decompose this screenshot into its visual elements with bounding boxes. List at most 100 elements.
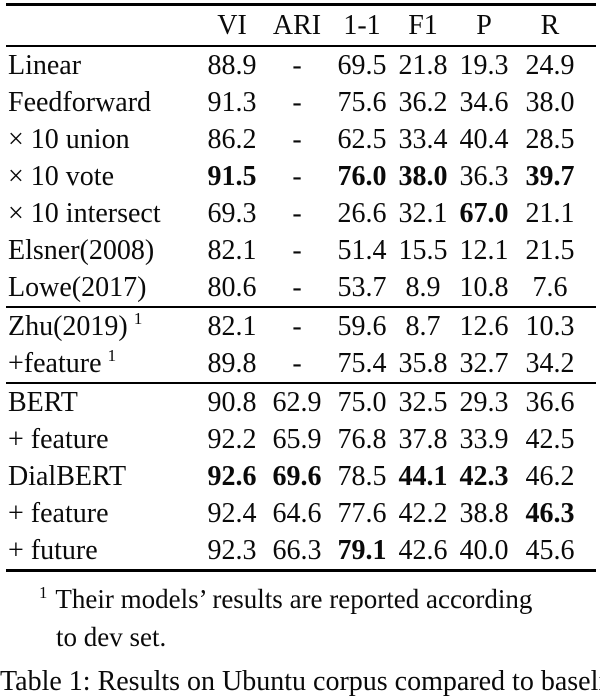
value-cell: 77.6 [337, 497, 387, 529]
table-footnote: 1 Their models’ results are reported acco… [39, 580, 596, 656]
value-cell: 62.9 [272, 386, 322, 418]
table-row: +feature 1 89.8 - 75.4 35.8 32.7 34.2 [6, 345, 596, 382]
value-cell: 44.1 [398, 460, 448, 492]
value-cell: 10.3 [525, 310, 575, 342]
value-cell: 10.8 [459, 271, 509, 303]
value-cell: 21.1 [525, 197, 575, 229]
value-cell: 75.4 [337, 347, 387, 379]
value-cell: 76.8 [337, 423, 387, 455]
value-cell: 75.6 [337, 86, 387, 118]
value-cell: 24.9 [525, 49, 575, 81]
row-label: × 10 intersect [8, 197, 161, 229]
value-cell: 38.0 [398, 160, 448, 192]
value-cell: - [292, 347, 302, 379]
footnote-line-2: to dev set. [56, 622, 167, 652]
value-cell: 86.2 [207, 123, 257, 155]
row-label: × 10 vote [8, 160, 114, 192]
table-row: Elsner(2008) 82.1 - 51.4 15.5 12.1 21.5 [6, 232, 596, 269]
value-cell: 91.5 [207, 160, 257, 192]
table-row: Lowe(2017) 80.6 - 53.7 8.9 10.8 7.6 [6, 269, 596, 306]
value-cell: 39.7 [525, 160, 575, 192]
value-cell: 29.3 [459, 386, 509, 418]
value-cell: - [292, 310, 302, 342]
value-cell: 21.8 [398, 49, 448, 81]
table-row: × 10 intersect 69.3 - 26.6 32.1 67.0 21.1 [6, 195, 596, 232]
value-cell: 33.4 [398, 123, 448, 155]
value-cell: 66.3 [272, 534, 322, 566]
value-cell: 34.2 [525, 347, 575, 379]
table-row: Linear 88.9 - 69.5 21.8 19.3 24.9 [6, 47, 596, 84]
value-cell: 82.1 [207, 234, 257, 266]
value-cell: 69.6 [272, 460, 322, 492]
value-cell: 26.6 [337, 197, 387, 229]
value-cell: 78.5 [337, 460, 387, 492]
column-header-vi: VI [217, 9, 247, 41]
value-cell: 34.6 [459, 86, 509, 118]
value-cell: 59.6 [337, 310, 387, 342]
row-label: × 10 union [8, 123, 130, 155]
table-bottom-rule [6, 569, 596, 572]
value-cell: 21.5 [525, 234, 575, 266]
row-label: Feedforward [8, 86, 152, 118]
column-header-p: P [476, 9, 492, 41]
table-row: + feature 92.4 64.6 77.6 42.2 38.8 46.3 [6, 495, 596, 532]
value-cell: - [292, 197, 302, 229]
value-cell: 51.4 [337, 234, 387, 266]
value-cell: 33.9 [459, 423, 509, 455]
table-header-row: VI ARI 1-1 F1 P R [6, 6, 596, 45]
value-cell: 35.8 [398, 347, 448, 379]
table-row: × 10 union 86.2 - 62.5 33.4 40.4 28.5 [6, 121, 596, 158]
value-cell: 36.6 [525, 386, 575, 418]
value-cell: - [292, 160, 302, 192]
footnote-line-1: 1 Their models’ results are reported acco… [39, 580, 596, 618]
value-cell: 89.8 [207, 347, 257, 379]
value-cell: 46.2 [525, 460, 575, 492]
value-cell: 42.3 [459, 460, 509, 492]
table-top-rule [6, 3, 596, 6]
value-cell: 46.3 [525, 497, 575, 529]
value-cell: - [292, 49, 302, 81]
table-row: BERT 90.8 62.9 75.0 32.5 29.3 36.6 [6, 384, 596, 421]
row-label: + feature [8, 423, 109, 455]
value-cell: 80.6 [207, 271, 257, 303]
row-label: DialBERT [8, 460, 127, 492]
value-cell: 7.6 [532, 271, 568, 303]
value-cell: 32.5 [398, 386, 448, 418]
value-cell: 37.8 [398, 423, 448, 455]
column-header-ari: ARI [272, 9, 322, 41]
header-rule [6, 45, 596, 47]
section-bert-models: BERT 90.8 62.9 75.0 32.5 29.3 36.6 + feature 92.… [6, 384, 596, 569]
value-cell: 53.7 [337, 271, 387, 303]
row-label: Lowe(2017) [8, 271, 147, 303]
value-cell: 42.6 [398, 534, 448, 566]
value-cell: 38.0 [525, 86, 575, 118]
row-label: + future [8, 534, 98, 566]
value-cell: 76.0 [337, 160, 387, 192]
value-cell: 38.8 [459, 497, 509, 529]
section-divider-rule [6, 382, 596, 384]
row-label: Elsner(2008) [8, 234, 155, 266]
section-divider-rule [6, 306, 596, 308]
column-header-1-1: 1-1 [343, 9, 381, 41]
value-cell: 12.1 [459, 234, 509, 266]
value-cell: 75.0 [337, 386, 387, 418]
row-label: BERT [8, 386, 78, 418]
row-label: +feature 1 [8, 346, 117, 379]
value-cell: 42.5 [525, 423, 575, 455]
table-row: + future 92.3 66.3 79.1 42.6 40.0 45.6 [6, 532, 596, 569]
value-cell: 42.2 [398, 497, 448, 529]
value-cell: 32.1 [398, 197, 448, 229]
value-cell: 69.5 [337, 49, 387, 81]
value-cell: 28.5 [525, 123, 575, 155]
row-label: Zhu(2019) 1 [8, 309, 143, 342]
table-row: DialBERT 92.6 69.6 78.5 44.1 42.3 46.2 [6, 458, 596, 495]
value-cell: 64.6 [272, 497, 322, 529]
results-table: VI ARI 1-1 F1 P R Linear 88.9-69.5 21.8 19.… [6, 3, 596, 656]
table-row: × 10 vote 91.5 - 76.0 38.0 36.3 39.7 [6, 158, 596, 195]
value-cell: - [292, 234, 302, 266]
value-cell: 67.0 [459, 197, 509, 229]
footnote-reference: 1 [107, 346, 117, 366]
value-cell: 92.3 [207, 534, 257, 566]
table-caption: Table 1: Results on Ubuntu corpus compar… [0, 666, 600, 697]
table-row: + feature 92.2 65.9 76.8 37.8 33.9 42.5 [6, 421, 596, 458]
